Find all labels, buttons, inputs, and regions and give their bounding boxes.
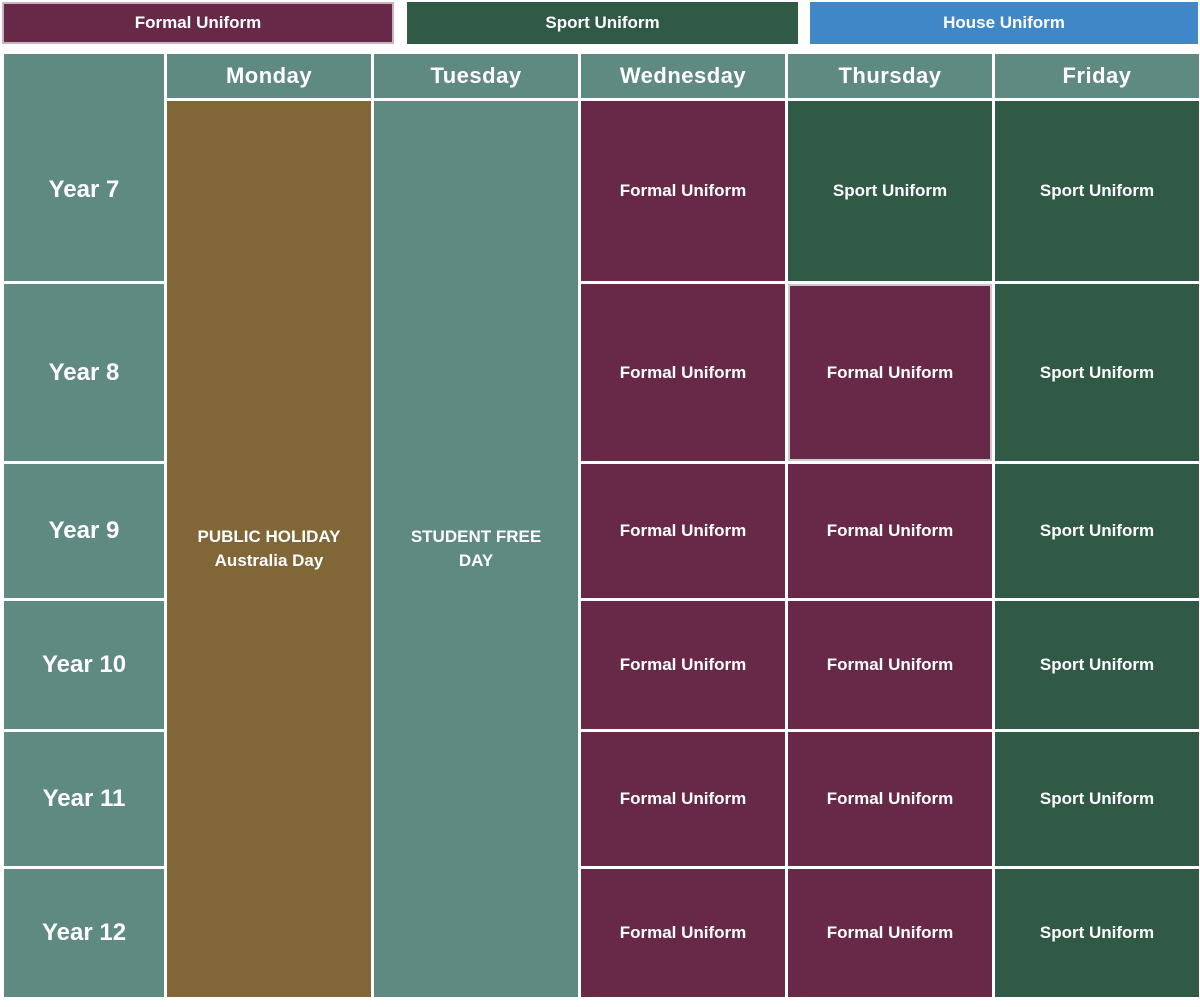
year-label-9: Year 9 bbox=[4, 464, 164, 598]
day-header-friday: Friday bbox=[995, 54, 1199, 98]
thursday-year8-uniform: Formal Uniform bbox=[788, 284, 992, 461]
wednesday-year10-uniform: Formal Uniform bbox=[581, 601, 785, 729]
friday-year7-uniform: Sport Uniform bbox=[995, 101, 1199, 281]
wednesday-year8-uniform: Formal Uniform bbox=[581, 284, 785, 461]
wednesday-year12-uniform: Formal Uniform bbox=[581, 869, 785, 997]
wednesday-year9-uniform: Formal Uniform bbox=[581, 464, 785, 598]
holiday-name: Australia Day bbox=[214, 551, 324, 570]
year-label-11: Year 11 bbox=[4, 732, 164, 866]
wednesday-year7-uniform: Formal Uniform bbox=[581, 101, 785, 281]
friday-year10-uniform: Sport Uniform bbox=[995, 601, 1199, 729]
thursday-year11-uniform: Formal Uniform bbox=[788, 732, 992, 866]
legend-sport-uniform: Sport Uniform bbox=[407, 2, 798, 44]
thursday-year9-uniform: Formal Uniform bbox=[788, 464, 992, 598]
friday-year11-uniform: Sport Uniform bbox=[995, 732, 1199, 866]
monday-public-holiday: PUBLIC HOLIDAY Australia Day bbox=[167, 101, 371, 997]
year-label-8: Year 8 bbox=[4, 284, 164, 461]
friday-year9-uniform: Sport Uniform bbox=[995, 464, 1199, 598]
day-header-monday: Monday bbox=[167, 54, 371, 98]
uniform-timetable: Monday Tuesday Wednesday Thursday Friday… bbox=[4, 54, 1199, 1002]
legend-formal-uniform: Formal Uniform bbox=[2, 2, 394, 44]
day-header-thursday: Thursday bbox=[788, 54, 992, 98]
year-label-10: Year 10 bbox=[4, 601, 164, 729]
thursday-year7-uniform: Sport Uniform bbox=[788, 101, 992, 281]
holiday-title: PUBLIC HOLIDAY bbox=[197, 527, 341, 546]
thursday-year10-uniform: Formal Uniform bbox=[788, 601, 992, 729]
day-header-tuesday: Tuesday bbox=[374, 54, 578, 98]
day-header-wednesday: Wednesday bbox=[581, 54, 785, 98]
legend-house-uniform: House Uniform bbox=[810, 2, 1198, 44]
year-label-7: Year 7 bbox=[4, 54, 164, 281]
thursday-year12-uniform: Formal Uniform bbox=[788, 869, 992, 997]
friday-year12-uniform: Sport Uniform bbox=[995, 869, 1199, 997]
friday-year8-uniform: Sport Uniform bbox=[995, 284, 1199, 461]
year-label-12: Year 12 bbox=[4, 869, 164, 997]
wednesday-year11-uniform: Formal Uniform bbox=[581, 732, 785, 866]
tuesday-student-free-day: STUDENT FREE DAY bbox=[374, 101, 578, 997]
